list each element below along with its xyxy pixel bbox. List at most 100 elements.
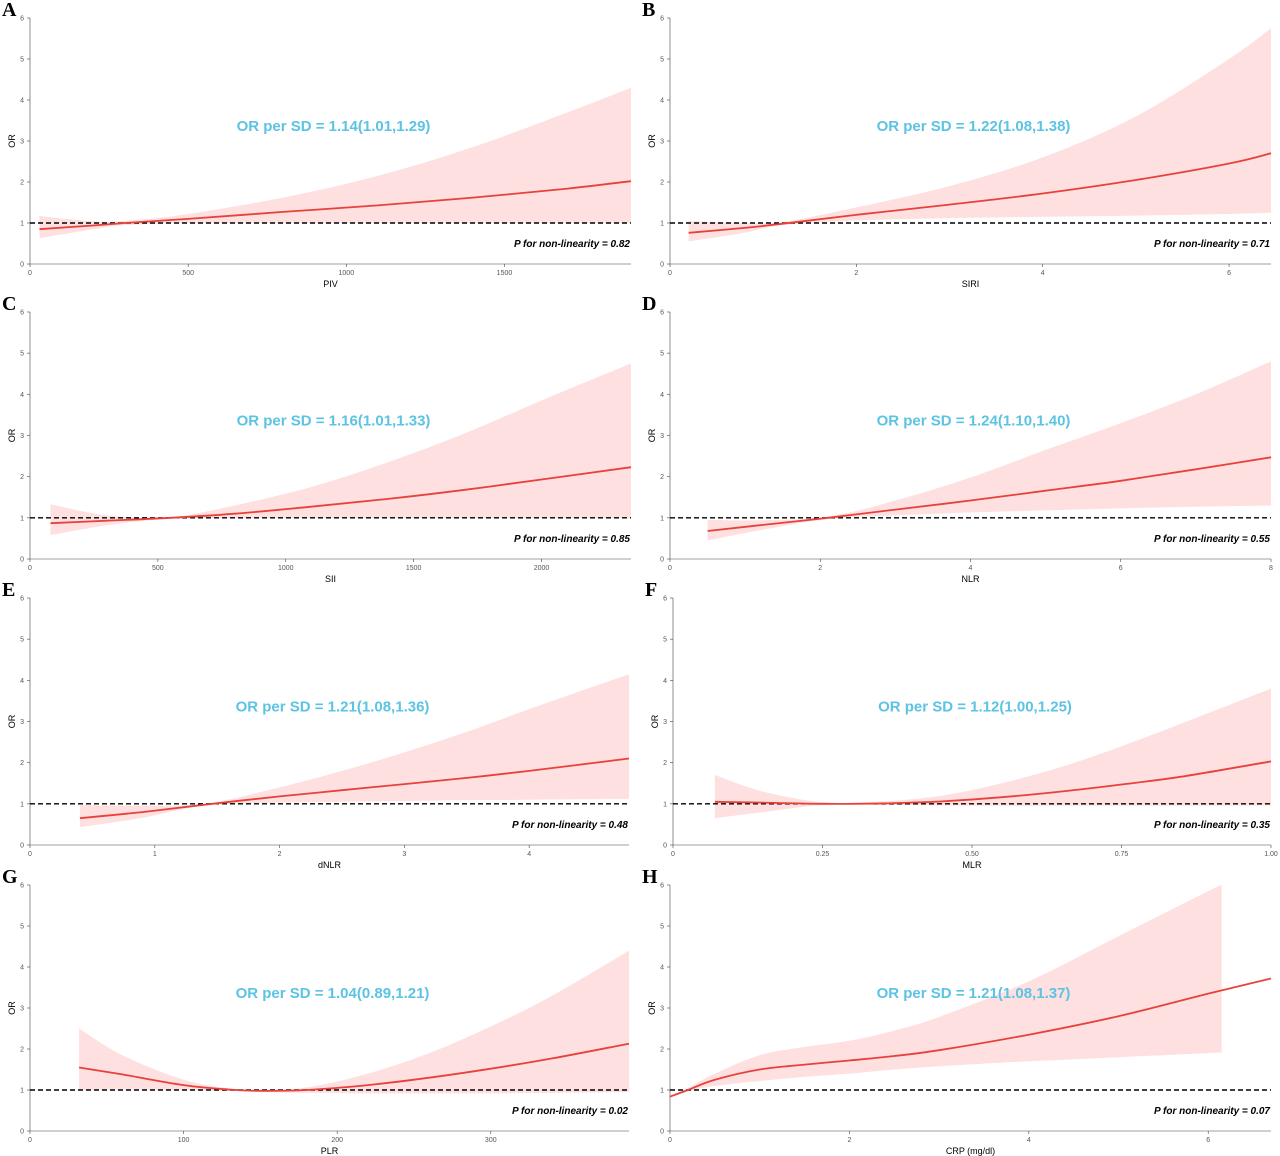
x-tick-label: 300 <box>485 1137 497 1144</box>
confidence-band <box>50 363 631 536</box>
x-tick-label: 1000 <box>278 565 294 572</box>
x-tick-label: 0 <box>28 851 32 858</box>
y-tick-label: 1 <box>20 801 24 808</box>
panel-letter: G <box>2 866 18 888</box>
panel-g: G 0 1 2 3 4 5 6 0 100 200 300 PLR OR OR per SD = 1.04(… <box>2 866 630 1156</box>
y-tick-label: 0 <box>663 843 667 850</box>
p-nonlinearity-label: P for non-linearity = 0.35 <box>1154 820 1270 831</box>
y-tick-label: 2 <box>20 474 24 481</box>
x-tick-label: 0 <box>668 270 672 277</box>
or-curve <box>50 466 632 525</box>
y-tick-label: 4 <box>20 392 24 399</box>
y-tick-label: 2 <box>20 1047 24 1054</box>
y-tick-label: 3 <box>663 719 667 726</box>
confidence-band <box>79 674 629 828</box>
x-tick-label: 3 <box>402 851 406 858</box>
or-curve <box>79 757 630 820</box>
y-axis-label: OR <box>647 1001 657 1015</box>
panel-letter: E <box>2 579 15 601</box>
x-axis-label: CRP (mg/dl) <box>946 1146 995 1156</box>
y-tick-label: 5 <box>660 924 664 931</box>
y-tick-label: 6 <box>20 596 24 603</box>
y-tick-label: 4 <box>660 392 664 399</box>
y-tick-label: 5 <box>20 637 24 644</box>
panel-b: B 0 1 2 3 4 5 6 0 2 4 6 SIRI OR OR per SD = 1.22(1.08,… <box>642 0 1272 289</box>
confidence-band <box>707 361 1271 541</box>
or-curve <box>39 180 632 231</box>
y-tick-label: 3 <box>660 433 664 440</box>
y-tick-label: 0 <box>20 262 24 269</box>
or-per-sd-annotation: OR per SD = 1.21(1.08,1.36) <box>236 699 430 716</box>
y-tick-label: 4 <box>20 965 24 972</box>
x-tick-label: 0.75 <box>1115 851 1129 858</box>
y-tick-label: 0 <box>660 1129 664 1136</box>
confidence-band <box>688 28 1271 242</box>
confidence-band <box>39 87 631 239</box>
p-nonlinearity-label: P for non-linearity = 0.71 <box>1154 239 1270 250</box>
x-axis-label: MLR <box>962 860 982 870</box>
y-tick-label: 5 <box>660 351 664 358</box>
panel-letter: F <box>645 579 657 601</box>
x-tick-label: 2 <box>854 270 858 277</box>
confidence-band <box>79 950 630 1094</box>
or-per-sd-annotation: OR per SD = 1.22(1.08,1.38) <box>877 118 1071 135</box>
or-per-sd-annotation: OR per SD = 1.14(1.01,1.29) <box>237 118 431 135</box>
y-tick-label: 4 <box>663 678 667 685</box>
x-tick-label: 100 <box>178 1137 190 1144</box>
x-tick-label: 1500 <box>406 565 422 572</box>
y-tick-label: 3 <box>660 139 664 146</box>
x-axis-label: PLR <box>321 1146 339 1156</box>
y-tick-label: 0 <box>20 557 24 564</box>
x-tick-label: 6 <box>1227 270 1231 277</box>
panel-h: H 0 1 2 3 4 5 6 0 2 4 6 CRP (mg/dl) OR OR per SD = 1.2… <box>642 866 1272 1156</box>
panel-letter: C <box>2 293 16 315</box>
x-tick-label: 2 <box>278 851 282 858</box>
y-tick-label: 3 <box>20 433 24 440</box>
y-tick-label: 4 <box>660 965 664 972</box>
y-tick-label: 2 <box>663 760 667 767</box>
y-tick-label: 1 <box>20 221 24 228</box>
y-tick-label: 3 <box>20 719 24 726</box>
x-tick-label: 0.50 <box>965 851 979 858</box>
y-tick-label: 2 <box>20 180 24 187</box>
y-axis-label: OR <box>7 714 17 728</box>
panel-f: F 0 1 2 3 4 5 6 0 0.25 0.50 0.75 1.00 MLR OR OR per SD … <box>645 579 1278 870</box>
x-tick-label: 2000 <box>534 565 550 572</box>
y-tick-label: 1 <box>660 1088 664 1095</box>
x-tick-label: 6 <box>1206 1137 1210 1144</box>
x-tick-label: 0 <box>668 1137 672 1144</box>
y-axis-label: OR <box>7 1001 17 1015</box>
y-tick-label: 1 <box>660 221 664 228</box>
p-nonlinearity-label: P for non-linearity = 0.07 <box>1154 1106 1270 1117</box>
y-tick-label: 2 <box>660 180 664 187</box>
y-tick-label: 2 <box>660 474 664 481</box>
x-tick-label: 6 <box>1119 565 1123 572</box>
p-nonlinearity-label: P for non-linearity = 0.48 <box>512 820 628 831</box>
y-tick-label: 6 <box>660 310 664 317</box>
y-tick-label: 1 <box>660 515 664 522</box>
y-axis-label: OR <box>647 428 657 442</box>
x-tick-label: 4 <box>969 565 973 572</box>
or-per-sd-annotation: OR per SD = 1.24(1.10,1.40) <box>877 413 1071 430</box>
x-tick-label: 4 <box>1041 270 1045 277</box>
panel-letter: A <box>2 0 17 21</box>
p-nonlinearity-label: P for non-linearity = 0.85 <box>514 534 630 545</box>
x-axis-label: NLR <box>961 574 980 584</box>
x-tick-label: 0 <box>28 565 32 572</box>
or-curve <box>669 977 1272 1098</box>
x-tick-label: 500 <box>152 565 164 572</box>
y-tick-label: 1 <box>663 801 667 808</box>
y-tick-label: 5 <box>20 351 24 358</box>
y-axis-label: OR <box>7 428 17 442</box>
or-per-sd-annotation: OR per SD = 1.21(1.08,1.37) <box>877 985 1071 1002</box>
y-tick-label: 0 <box>660 262 664 269</box>
p-nonlinearity-label: P for non-linearity = 0.02 <box>512 1106 628 1117</box>
x-tick-label: 2 <box>847 1137 851 1144</box>
x-tick-label: 1 <box>153 851 157 858</box>
y-tick-label: 2 <box>20 760 24 767</box>
x-tick-label: 0 <box>671 851 675 858</box>
panel-c: C 0 1 2 3 4 5 6 0 500 1000 1500 2000 SII OR OR per SD =… <box>2 293 632 584</box>
y-tick-label: 6 <box>20 883 24 890</box>
confidence-band <box>674 885 1222 1097</box>
x-tick-label: 200 <box>331 1137 343 1144</box>
